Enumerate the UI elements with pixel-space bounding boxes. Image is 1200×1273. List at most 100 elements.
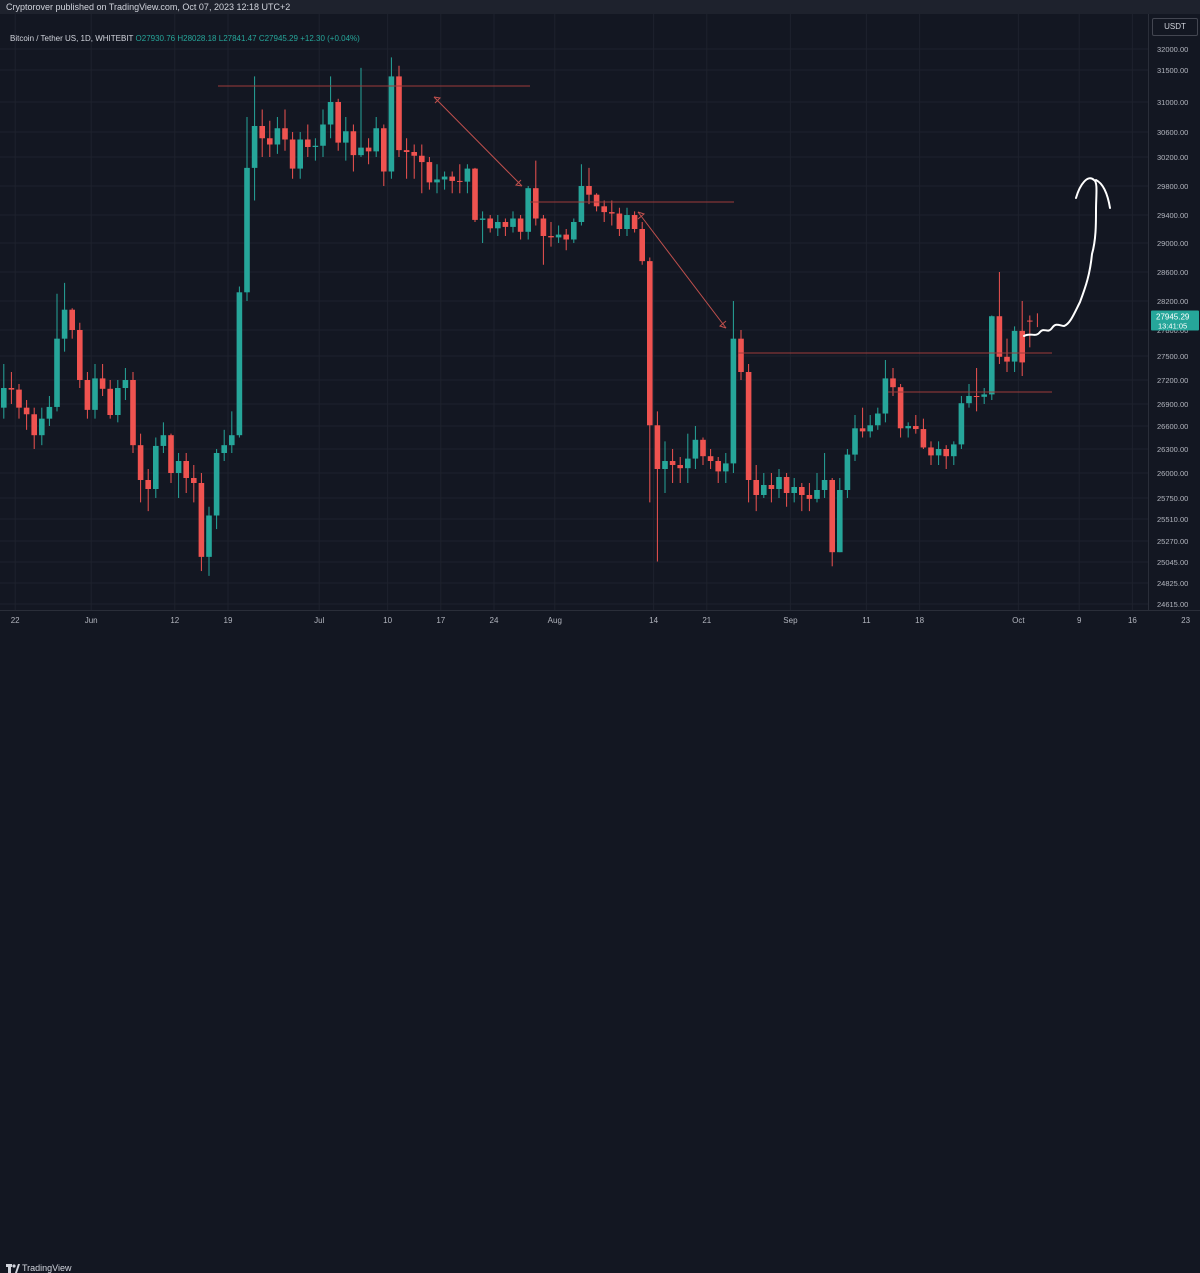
candle-body	[654, 425, 661, 469]
candle-body	[358, 147, 364, 156]
candle-body	[23, 407, 30, 415]
candle-body	[191, 478, 197, 483]
candle-body	[1, 388, 7, 408]
candle	[191, 465, 197, 503]
candle-body	[745, 372, 752, 480]
candle	[31, 407, 37, 449]
time-tick-label: 22	[11, 616, 20, 625]
candle	[563, 229, 569, 251]
time-tick-label: 23	[1181, 616, 1190, 625]
candle-body	[738, 338, 744, 372]
candle	[251, 76, 258, 201]
candle-body	[548, 236, 554, 238]
candle	[814, 473, 820, 503]
candle-body	[768, 485, 775, 489]
candle-body	[403, 150, 410, 152]
time-tick-label: 21	[702, 616, 711, 625]
candle	[16, 384, 22, 419]
candle	[799, 483, 805, 512]
time-tick-label: 18	[915, 616, 924, 625]
legend-high: H28028.18	[177, 34, 217, 43]
candle-body	[761, 485, 767, 495]
candle-body	[821, 480, 828, 490]
candlestick-chart[interactable]	[0, 14, 1148, 610]
time-tick-label: 19	[224, 616, 233, 625]
candle	[715, 457, 721, 483]
candle-body	[441, 176, 448, 180]
candle	[928, 441, 934, 465]
candle-body	[396, 76, 402, 151]
time-tick-label: Oct	[1012, 616, 1025, 625]
price-tick-label: 28200.00	[1157, 297, 1188, 306]
candle-body	[563, 234, 569, 240]
candle	[305, 124, 311, 157]
candle	[267, 120, 273, 157]
candle	[160, 422, 167, 453]
candle-body	[723, 463, 729, 472]
candle	[289, 132, 296, 179]
candle-body	[973, 396, 980, 397]
time-tick-label: 24	[490, 616, 499, 625]
time-tick-label: Jul	[314, 616, 324, 625]
trend-arrow-2-line	[637, 211, 727, 329]
candle-body	[601, 206, 607, 213]
candle	[829, 478, 835, 567]
chart-plot-area[interactable]: Bitcoin / Tether US, 1D, WHITEBIT O27930…	[0, 14, 1148, 610]
candle	[175, 453, 182, 498]
candle	[951, 441, 957, 465]
candle-body	[449, 176, 455, 181]
trend-arrow-1-line	[433, 96, 523, 187]
candle	[654, 411, 661, 562]
candle-body	[928, 447, 934, 456]
candle	[1, 364, 7, 419]
price-tick-label: 30200.00	[1157, 153, 1188, 162]
candle-body	[875, 413, 881, 426]
currency-unit-button[interactable]: USDT	[1152, 18, 1198, 36]
candle-body	[647, 261, 653, 426]
candle	[707, 449, 714, 469]
candle	[533, 160, 539, 226]
candle	[54, 293, 60, 412]
time-axis[interactable]: 22 Jun 12 19 Jul 10 17 24 Aug 14 21 Sep 11 18 Oct 9 16 23	[0, 610, 1200, 631]
candles-group	[1, 57, 1038, 576]
candle-body	[327, 102, 334, 125]
time-tick-label: 11	[862, 616, 871, 625]
candle-body	[213, 453, 220, 516]
candle-body	[16, 389, 22, 408]
candle	[495, 215, 501, 236]
candle	[419, 144, 425, 194]
candle	[1019, 301, 1025, 376]
candle-body	[1011, 330, 1018, 362]
candle-body	[259, 126, 265, 139]
candle-body	[77, 330, 83, 380]
candle	[92, 364, 98, 419]
candle	[358, 67, 364, 157]
candle	[548, 222, 554, 247]
candle	[867, 415, 873, 438]
candle	[897, 384, 904, 438]
candle-body	[198, 483, 205, 557]
candle	[669, 449, 676, 483]
time-tick-label: 10	[383, 616, 392, 625]
candle	[99, 364, 106, 396]
candle	[168, 433, 174, 483]
candle	[396, 65, 402, 157]
candle-body	[943, 449, 949, 457]
candle-body	[981, 394, 987, 397]
trend-arrow-2-head-a	[637, 211, 646, 220]
candle	[145, 469, 151, 512]
candle	[472, 167, 478, 222]
candle-body	[540, 218, 547, 236]
candle-body	[312, 145, 319, 147]
price-tick-label: 26900.00	[1157, 400, 1188, 409]
price-tick-label: 27800.00	[1157, 326, 1188, 335]
candle	[236, 286, 243, 438]
candle-body	[707, 456, 714, 461]
time-tick-label: 16	[1128, 616, 1137, 625]
candle	[122, 368, 129, 400]
price-axis[interactable]: 32000.00 31500.00 31000.00 30600.00 30200.00…	[1148, 14, 1200, 610]
candle	[981, 388, 987, 404]
candle	[677, 457, 683, 483]
legend-symbol: Bitcoin / Tether US, 1D, WHITEBIT	[10, 34, 134, 43]
candle-body	[221, 445, 227, 453]
